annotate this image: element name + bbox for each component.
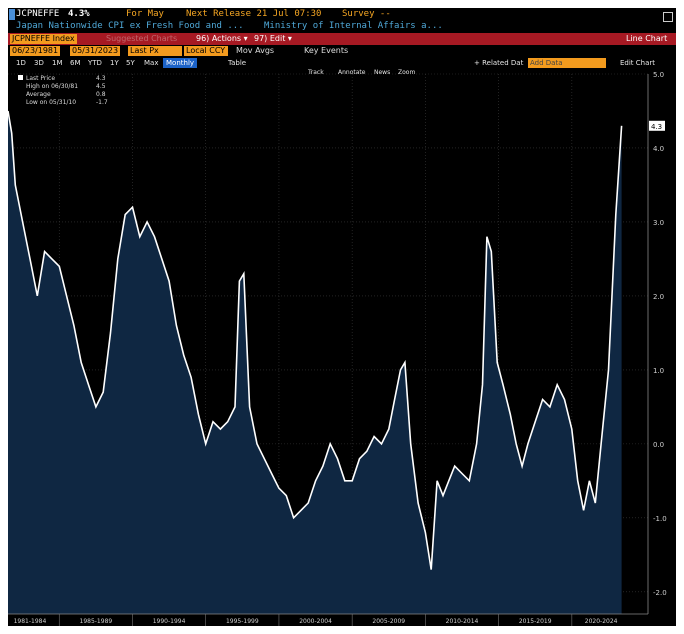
range-6m[interactable]: 6M — [70, 59, 81, 67]
annotate-tool[interactable]: Annotate — [338, 69, 366, 76]
x-tick-label: 1985-1989 — [80, 618, 113, 625]
legend-high-value: 4.5 — [96, 83, 106, 90]
legend-swatch — [18, 75, 23, 80]
y-tick-label: 4.0 — [653, 145, 664, 153]
y-tick-label: 3.0 — [653, 219, 664, 227]
series-line — [8, 110, 623, 570]
date-row: 06/23/1981 05/31/2023 Last Px Local CCY … — [8, 46, 676, 57]
end-date-field[interactable]: 05/31/2023 — [70, 46, 121, 56]
news-tool[interactable]: News — [374, 69, 391, 76]
x-tick-label: 1995-1999 — [226, 618, 259, 625]
range-ytd[interactable]: YTD — [88, 59, 102, 67]
edit-menu[interactable]: 97) Edit ▾ — [254, 34, 292, 43]
x-tick-label: 2005-2009 — [372, 618, 405, 625]
add-data-field[interactable]: Add Data — [528, 58, 606, 68]
legend-low-label: Low on 05/31/10 — [26, 99, 77, 106]
range-3d[interactable]: 3D — [34, 59, 44, 67]
for-label: For May — [126, 9, 164, 19]
last-value-box — [649, 120, 665, 131]
y-tick-label: -2.0 — [653, 589, 667, 597]
source: Ministry of Internal Affairs a... — [264, 21, 443, 31]
x-tick-label: 2000-2004 — [299, 618, 332, 625]
range-5y[interactable]: 5Y — [126, 59, 135, 67]
y-tick-label: 5.0 — [653, 71, 664, 79]
zoom-tool[interactable]: Zoom — [398, 69, 416, 76]
mov-avgs[interactable]: Mov Avgs — [236, 46, 275, 55]
x-tick-label: 1981-1984 — [14, 618, 47, 625]
y-tick-label: 1.0 — [653, 367, 664, 375]
range-1d[interactable]: 1D — [16, 59, 26, 67]
header-row: JCPNEFFE 4.3% For May Next Release 21 Ju… — [8, 9, 676, 22]
last-value-label: 4.3 — [651, 123, 662, 131]
description: Japan Nationwide CPI ex Fresh Food and .… — [16, 21, 244, 31]
range-1y[interactable]: 1Y — [110, 59, 119, 67]
suggested-charts[interactable]: Suggested Charts — [106, 34, 178, 43]
ticker[interactable]: JCPNEFFE — [16, 9, 60, 19]
y-tick-label: 0.0 — [653, 441, 664, 449]
ticker-marker — [9, 9, 15, 20]
range-max[interactable]: Max — [144, 59, 159, 67]
related-data[interactable]: + Related Dat — [474, 59, 524, 67]
line-chart-label[interactable]: Line Chart — [626, 34, 668, 43]
x-tick-label: 2015-2019 — [519, 618, 552, 625]
chart-area: -2.0 -1.0 0.0 1.0 2.0 3.0 4.0 5.0 1981-1984 1985-… — [8, 71, 667, 626]
index-field[interactable]: JCPNEFFE Index — [10, 34, 77, 44]
actions-menu[interactable]: 96) Actions ▾ — [196, 34, 248, 43]
tools-bar: Track Annotate News Zoom — [308, 69, 418, 79]
key-events[interactable]: Key Events — [304, 46, 349, 55]
description-row: Japan Nationwide CPI ex Fresh Food and .… — [8, 21, 676, 32]
range-1m[interactable]: 1M — [52, 59, 63, 67]
table-button[interactable]: Table — [228, 59, 247, 67]
start-date-field[interactable]: 06/23/1981 — [10, 46, 61, 56]
y-tick-label: -1.0 — [653, 515, 667, 523]
range-row: 1D 3D 1M 6M YTD 1Y 5Y Max Monthly Table … — [8, 58, 676, 69]
price-field[interactable]: Last Px — [128, 46, 182, 56]
chart-window: JCPNEFFE 4.3% For May Next Release 21 Ju… — [8, 8, 676, 626]
y-tick-label: 2.0 — [653, 293, 664, 301]
legend-last-price-label: Last Price — [26, 75, 56, 82]
legend-average-value: 0.8 — [96, 91, 106, 98]
legend-low-value: -1.7 — [96, 99, 108, 106]
frequency-select[interactable]: Monthly — [163, 58, 198, 68]
currency-field[interactable]: Local CCY — [184, 46, 228, 56]
toolbar-row: JCPNEFFE Index Suggested Charts 96) Acti… — [8, 33, 676, 45]
survey: Survey -- — [342, 9, 391, 19]
x-tick-label: 2020-2024 — [585, 618, 618, 625]
window-icon[interactable] — [663, 12, 673, 22]
legend-high-label: High on 06/30/81 — [26, 83, 79, 90]
edit-chart[interactable]: Edit Chart — [620, 59, 656, 67]
legend: Last Price 4.3 High on 06/30/81 4.5 Aver… — [16, 75, 110, 109]
x-tick-label: 1990-1994 — [153, 618, 186, 625]
legend-last-price-value: 4.3 — [96, 75, 106, 82]
next-release: Next Release 21 Jul 07:30 — [186, 9, 322, 19]
last-value: 4.3% — [68, 9, 90, 19]
x-tick-label: 2010-2014 — [446, 618, 479, 625]
track-tool[interactable]: Track — [308, 69, 324, 76]
series-area — [8, 111, 622, 614]
legend-average-label: Average — [26, 91, 51, 98]
